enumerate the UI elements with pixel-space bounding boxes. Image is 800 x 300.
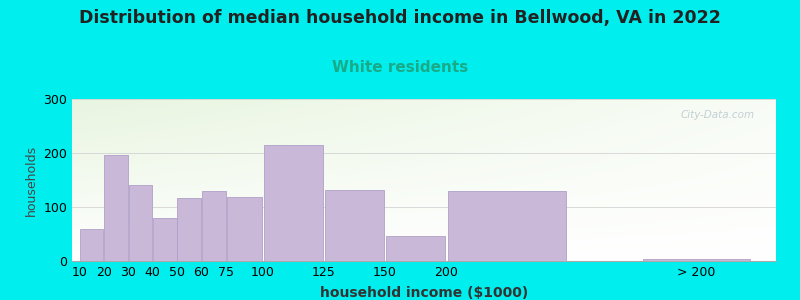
X-axis label: household income ($1000): household income ($1000) [320, 286, 528, 300]
Bar [448, 191, 566, 261]
Bar [178, 198, 201, 261]
Bar [202, 191, 226, 261]
Bar [386, 236, 445, 261]
Bar [263, 145, 323, 261]
Bar [80, 229, 103, 261]
Bar [226, 197, 262, 261]
Text: White residents: White residents [332, 60, 468, 75]
Y-axis label: households: households [25, 144, 38, 216]
Bar [325, 190, 384, 261]
Bar [153, 218, 177, 261]
Text: City-Data.com: City-Data.com [681, 110, 755, 120]
Bar [104, 154, 128, 261]
Bar [129, 185, 152, 261]
Bar [643, 259, 750, 261]
Text: Distribution of median household income in Bellwood, VA in 2022: Distribution of median household income … [79, 9, 721, 27]
